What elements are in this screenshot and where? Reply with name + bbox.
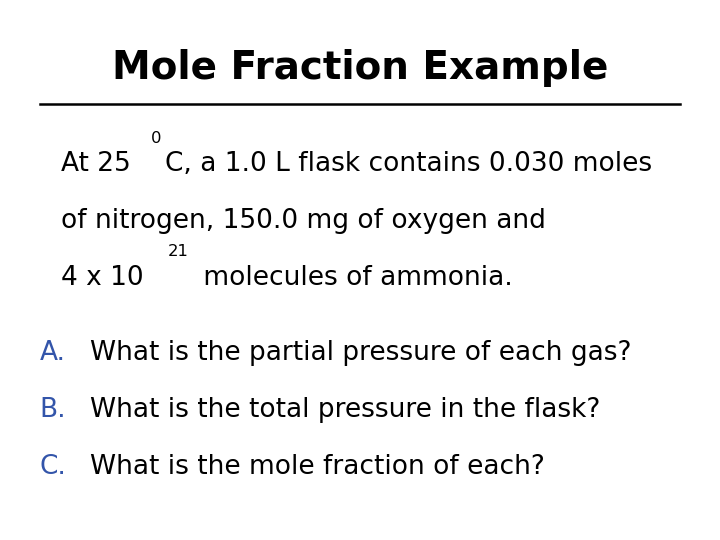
Text: 4 x 10: 4 x 10: [61, 265, 144, 291]
Text: of nitrogen, 150.0 mg of oxygen and: of nitrogen, 150.0 mg of oxygen and: [61, 208, 546, 234]
Text: C.: C.: [40, 454, 66, 480]
Text: What is the total pressure in the flask?: What is the total pressure in the flask?: [90, 397, 600, 423]
Text: B.: B.: [40, 397, 66, 423]
Text: A.: A.: [40, 340, 66, 366]
Text: Mole Fraction Example: Mole Fraction Example: [112, 49, 608, 86]
Text: C, a 1.0 L flask contains 0.030 moles: C, a 1.0 L flask contains 0.030 moles: [165, 151, 652, 177]
Text: 0: 0: [151, 131, 162, 146]
Text: molecules of ammonia.: molecules of ammonia.: [194, 265, 513, 291]
Text: What is the mole fraction of each?: What is the mole fraction of each?: [90, 454, 545, 480]
Text: What is the partial pressure of each gas?: What is the partial pressure of each gas…: [90, 340, 631, 366]
Text: At 25: At 25: [61, 151, 131, 177]
Text: 21: 21: [168, 244, 189, 259]
